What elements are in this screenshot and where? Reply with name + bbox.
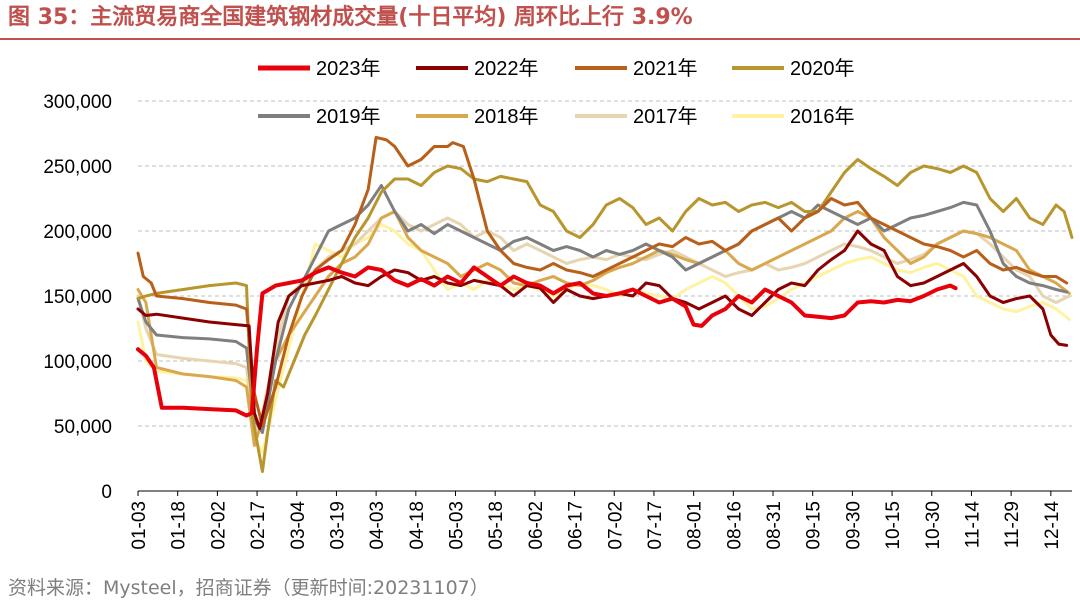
- legend-label: 2018年: [474, 105, 539, 128]
- series-line: [136, 158, 1074, 473]
- legend-label: 2019年: [316, 105, 381, 128]
- x-tick-label: 09-30: [843, 501, 864, 550]
- x-tick-label: 09-15: [804, 501, 825, 550]
- x-tick-label: 04-03: [367, 501, 388, 550]
- x-tick-label: 01-18: [169, 501, 190, 550]
- series-line: [136, 135, 1069, 428]
- x-tick-label: 03-19: [327, 501, 348, 550]
- legend-label: 2023年: [316, 57, 381, 80]
- x-tick-label: 10-30: [923, 501, 944, 550]
- y-tick-label: 200,000: [43, 222, 112, 243]
- x-tick-label: 05-03: [447, 501, 468, 550]
- source-note: 资料来源：Mysteel，招商证券（更新时间:20231107）: [8, 577, 489, 599]
- legend: 2023年 2022年 2021年 2020年 2019年 2018年 2017年 2016年: [258, 57, 855, 128]
- x-tick-label: 02-17: [248, 501, 269, 550]
- y-tick-label: 250,000: [43, 157, 112, 178]
- x-tick-label: 12-14: [1042, 501, 1063, 550]
- series-line: [136, 210, 1071, 447]
- x-tick-label: 07-17: [645, 501, 666, 550]
- y-tick-label: 50,000: [54, 417, 112, 438]
- x-tick-label: 06-02: [526, 501, 547, 550]
- series-line: [136, 184, 1069, 434]
- x-tick-label: 11-14: [962, 501, 983, 549]
- y-axis-ticks: 0 50,000 100,000 150,000 200,000 250,000 300,0…: [43, 92, 112, 503]
- legend-label: 2022年: [474, 57, 539, 80]
- x-tick-label: 01-03: [129, 501, 150, 550]
- legend-label: 2017年: [633, 105, 698, 128]
- x-tick-label: 07-02: [605, 501, 626, 550]
- title-underline: [0, 38, 1080, 40]
- x-axis: 01-03 01-18 02-02 02-17 03-04 03-19 04-03 04-18…: [129, 490, 1072, 550]
- x-tick-label: 06-17: [566, 501, 587, 550]
- y-tick-label: 0: [101, 482, 112, 503]
- x-tick-label: 04-18: [407, 501, 428, 550]
- x-tick-label: 02-02: [208, 501, 229, 550]
- x-tick-label: 03-04: [288, 501, 309, 550]
- x-tick-label: 10-15: [883, 501, 904, 550]
- legend-label: 2021年: [633, 57, 698, 80]
- x-tick-label: 05-18: [486, 501, 507, 550]
- x-tick-label: 11-29: [1002, 501, 1023, 548]
- y-tick-label: 150,000: [43, 287, 112, 308]
- x-tick-label: 08-31: [764, 501, 785, 550]
- x-tick-label: 08-16: [724, 501, 745, 550]
- x-tick-label: 08-01: [685, 501, 706, 550]
- series-lines: [136, 135, 1074, 473]
- legend-label: 2020年: [790, 57, 855, 80]
- y-tick-label: 300,000: [43, 92, 112, 113]
- y-tick-label: 100,000: [43, 352, 112, 373]
- figure-title: 图 35：主流贸易商全国建筑钢材成交量(十日平均) 周环比上行 3.9%: [8, 5, 693, 30]
- legend-label: 2016年: [790, 105, 855, 128]
- series-line: [136, 265, 958, 418]
